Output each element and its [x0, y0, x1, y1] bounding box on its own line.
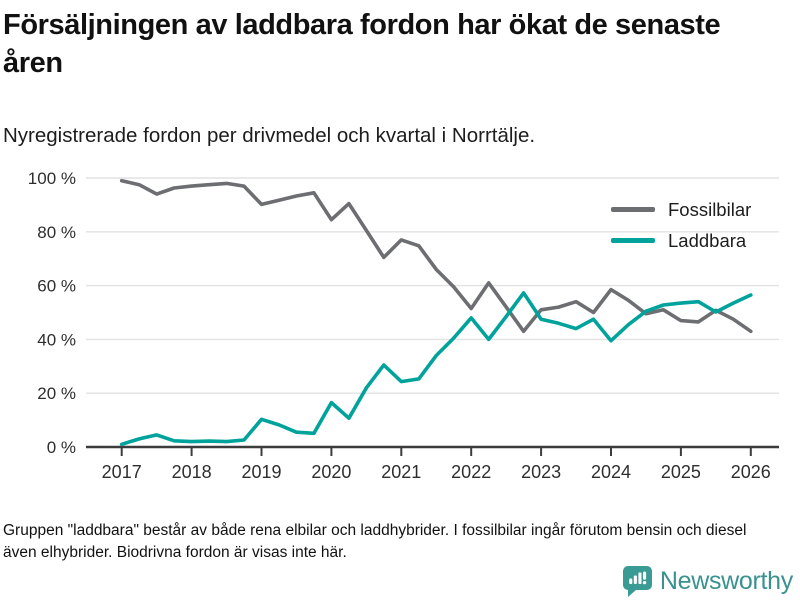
- svg-text:2022: 2022: [451, 462, 491, 482]
- newsworthy-logo: Newsworthy: [622, 565, 793, 598]
- svg-text:100 %: 100 %: [28, 172, 76, 188]
- line-chart: 0 % 20 % 40 % 60 % 80 % 100 % 2017 2018 2019 2020…: [28, 172, 779, 482]
- svg-text:2024: 2024: [591, 462, 631, 482]
- logo-text: Newsworthy: [659, 567, 793, 595]
- legend-item-fossilbilar: Fossilbilar: [611, 194, 751, 225]
- svg-text:2018: 2018: [172, 462, 212, 482]
- svg-text:2023: 2023: [521, 462, 561, 482]
- newsworthy-speech-bubble-icon: [622, 566, 652, 597]
- svg-text:2020: 2020: [311, 462, 351, 482]
- fossilbilar-line-swatch: [611, 207, 655, 212]
- svg-text:2025: 2025: [661, 462, 701, 482]
- svg-text:40 %: 40 %: [37, 330, 76, 349]
- chart-legend: Fossilbilar Laddbara: [611, 194, 751, 256]
- legend-label: Laddbara: [668, 229, 747, 251]
- svg-text:2017: 2017: [102, 462, 142, 482]
- svg-text:2019: 2019: [241, 462, 281, 482]
- laddbara-line-swatch: [611, 238, 655, 243]
- svg-text:2026: 2026: [731, 462, 771, 482]
- svg-text:80 %: 80 %: [37, 223, 76, 242]
- svg-text:20 %: 20 %: [37, 384, 76, 403]
- chart-subtitle: Nyregistrerade fordon per drivmedel och …: [3, 124, 536, 147]
- legend-label: Fossilbilar: [668, 198, 752, 220]
- svg-text:2021: 2021: [381, 462, 421, 482]
- chart-footnote: Gruppen "laddbara" består av både rena e…: [3, 522, 747, 561]
- svg-text:0 %: 0 %: [47, 438, 76, 457]
- svg-text:60 %: 60 %: [37, 277, 76, 296]
- page-title: Försäljningen av laddbara fordon har öka…: [3, 9, 721, 79]
- legend-item-laddbara: Laddbara: [611, 225, 751, 256]
